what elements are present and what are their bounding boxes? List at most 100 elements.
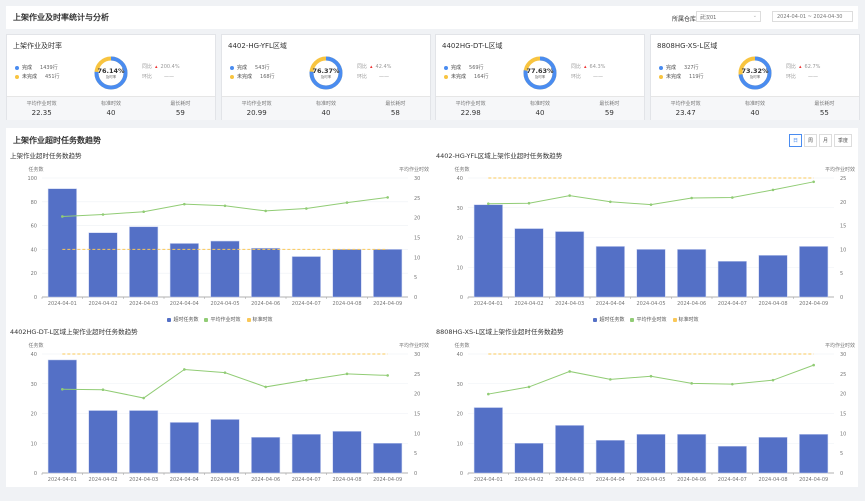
bar[interactable] bbox=[636, 249, 666, 298]
avg-point[interactable] bbox=[649, 374, 653, 378]
avg-point[interactable] bbox=[223, 371, 227, 374]
donut-done-arc bbox=[523, 56, 557, 90]
donut-done-arc bbox=[309, 56, 343, 90]
bar[interactable] bbox=[799, 246, 829, 298]
avg-point[interactable] bbox=[731, 382, 734, 386]
legend-label: 超时任务数 bbox=[599, 317, 625, 323]
bar[interactable] bbox=[169, 243, 199, 298]
bar[interactable] bbox=[129, 410, 159, 474]
bar[interactable] bbox=[595, 440, 625, 474]
avg-point[interactable] bbox=[345, 201, 349, 204]
bar[interactable] bbox=[636, 434, 666, 474]
avg-stat: 平均作业时效 22.35 bbox=[7, 97, 76, 120]
bar[interactable] bbox=[758, 255, 788, 298]
dot-icon bbox=[444, 74, 448, 79]
bar[interactable] bbox=[291, 434, 321, 474]
avg-point[interactable] bbox=[690, 382, 693, 385]
avg-point[interactable] bbox=[264, 209, 267, 213]
tab-month[interactable]: 月 bbox=[818, 134, 832, 147]
avg-point[interactable] bbox=[609, 378, 612, 381]
bar[interactable] bbox=[473, 407, 503, 474]
x-tick-label: 2024-04-05 bbox=[210, 477, 239, 483]
bar[interactable] bbox=[758, 437, 788, 474]
tab-week[interactable]: 周 bbox=[803, 134, 817, 147]
avg-point[interactable] bbox=[487, 392, 490, 396]
avg-point[interactable] bbox=[61, 388, 64, 391]
std-stat: 标准时效 40 bbox=[720, 97, 789, 120]
warehouse-select[interactable]: 武汉01 ⌄ bbox=[696, 11, 761, 22]
avg-point[interactable] bbox=[690, 196, 693, 200]
tab-day[interactable]: 日 bbox=[788, 134, 802, 147]
avg-point[interactable] bbox=[771, 378, 775, 382]
bar[interactable] bbox=[555, 425, 585, 474]
avg-point[interactable] bbox=[183, 202, 186, 206]
avg-point[interactable] bbox=[386, 374, 389, 377]
dot-icon bbox=[230, 74, 234, 79]
bar[interactable] bbox=[88, 410, 118, 474]
legend-done: 完成 327行 bbox=[659, 64, 699, 71]
avg-point[interactable] bbox=[142, 396, 145, 400]
avg-point[interactable] bbox=[771, 188, 775, 192]
avg-point[interactable] bbox=[568, 370, 571, 373]
avg-point[interactable] bbox=[487, 202, 490, 206]
bar[interactable] bbox=[47, 188, 77, 298]
avg-point[interactable] bbox=[264, 385, 267, 389]
bar[interactable] bbox=[251, 437, 281, 474]
bar[interactable] bbox=[210, 240, 240, 298]
avg-point[interactable] bbox=[812, 180, 815, 184]
avg-point[interactable] bbox=[527, 201, 531, 205]
avg-point[interactable] bbox=[305, 378, 308, 382]
tab-quarter[interactable]: 季度 bbox=[833, 134, 852, 147]
warehouse-label: 所属仓库 bbox=[672, 16, 697, 23]
avg-point[interactable] bbox=[731, 196, 734, 199]
avg-point[interactable] bbox=[101, 213, 105, 216]
legend-item[interactable]: 平均作业时效 bbox=[204, 317, 241, 323]
avg-point[interactable] bbox=[649, 203, 653, 206]
bar[interactable] bbox=[717, 261, 747, 298]
bar[interactable] bbox=[514, 228, 544, 298]
avg-point[interactable] bbox=[183, 368, 186, 371]
bar[interactable] bbox=[251, 247, 281, 298]
legend-item[interactable]: 标准时效 bbox=[246, 317, 273, 323]
done-count: 569行 bbox=[469, 65, 484, 71]
avg-point[interactable] bbox=[101, 388, 105, 391]
bar[interactable] bbox=[47, 359, 77, 474]
legend-item[interactable]: 平均作业时效 bbox=[630, 317, 667, 323]
bar[interactable] bbox=[373, 443, 403, 474]
legend-label: 未完成 bbox=[666, 74, 682, 80]
bar[interactable] bbox=[473, 204, 503, 298]
avg-point[interactable] bbox=[223, 204, 227, 208]
legend-item[interactable]: 标准时效 bbox=[672, 317, 699, 323]
bar[interactable] bbox=[555, 231, 585, 298]
avg-point[interactable] bbox=[609, 200, 612, 204]
bar[interactable] bbox=[514, 443, 544, 474]
avg-point[interactable] bbox=[386, 196, 389, 199]
bar[interactable] bbox=[291, 256, 321, 298]
legend-item[interactable]: 超时任务数 bbox=[167, 317, 198, 323]
rate-value: 73.32% bbox=[741, 67, 769, 75]
avg-point[interactable] bbox=[61, 215, 64, 218]
bar[interactable] bbox=[88, 232, 118, 298]
bar[interactable] bbox=[332, 431, 362, 474]
avg-stat: 平均作业时效 22.98 bbox=[436, 97, 505, 120]
x-tick-label: 2024-04-03 bbox=[555, 301, 584, 307]
bar[interactable] bbox=[373, 249, 403, 298]
avg-point[interactable] bbox=[305, 207, 308, 210]
bar[interactable] bbox=[677, 434, 707, 474]
bar[interactable] bbox=[717, 445, 747, 474]
date-range-picker[interactable]: 2024-04-01 ~ 2024-04-30 bbox=[772, 11, 853, 22]
avg-point[interactable] bbox=[812, 363, 815, 367]
avg-point[interactable] bbox=[345, 372, 349, 376]
x-tick-label: 2024-04-06 bbox=[677, 301, 706, 307]
bar[interactable] bbox=[595, 246, 625, 298]
bar[interactable] bbox=[677, 249, 707, 298]
bar[interactable] bbox=[332, 249, 362, 298]
bar[interactable] bbox=[210, 419, 240, 474]
avg-point[interactable] bbox=[568, 194, 571, 197]
bar[interactable] bbox=[799, 434, 829, 474]
avg-point[interactable] bbox=[142, 210, 145, 214]
avg-point[interactable] bbox=[527, 385, 531, 389]
bar[interactable] bbox=[169, 422, 199, 474]
bar[interactable] bbox=[129, 226, 159, 298]
legend-item[interactable]: 超时任务数 bbox=[593, 317, 624, 323]
